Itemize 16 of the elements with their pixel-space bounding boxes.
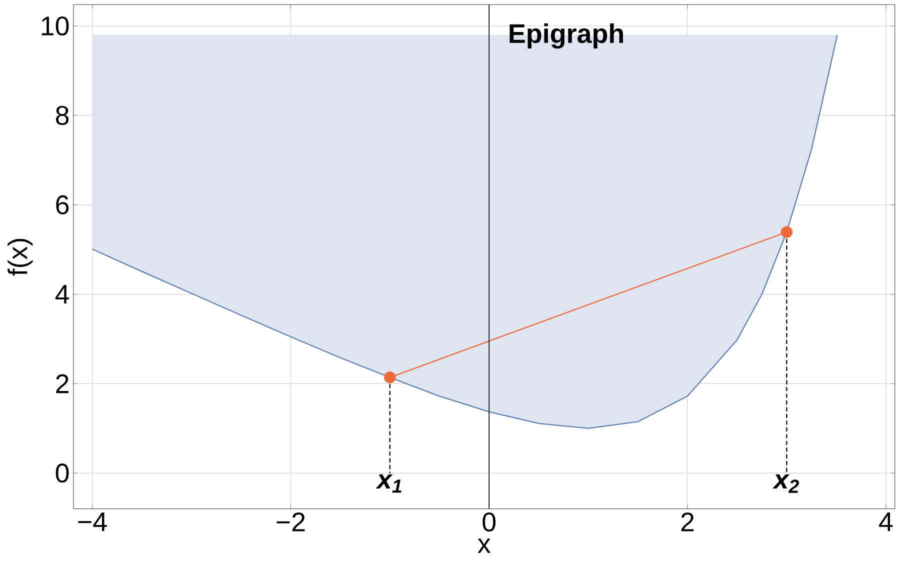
y-tick-label: 8 <box>56 106 69 126</box>
x-tick-label: 4 <box>879 512 893 532</box>
x-tick-label: 2 <box>681 512 694 532</box>
annotation: Epigraph <box>510 24 623 49</box>
y-axis-title: f(x) <box>8 239 33 276</box>
y-tick-label: 2 <box>56 374 68 394</box>
y-tick-label: 4 <box>55 285 69 304</box>
x-tick-label: 0 <box>482 512 496 532</box>
annotation: x$_{1}$ <box>376 474 402 493</box>
y-tick-label: 10 <box>42 16 69 36</box>
x-axis-title: x <box>478 538 491 554</box>
x-tick-label: −2 <box>276 512 305 532</box>
y-tick-label: 0 <box>56 464 69 483</box>
y-tick-label: 6 <box>56 196 69 215</box>
annotation: x$_{2}$ <box>772 474 799 494</box>
x-tick-label: −4 <box>78 512 107 532</box>
